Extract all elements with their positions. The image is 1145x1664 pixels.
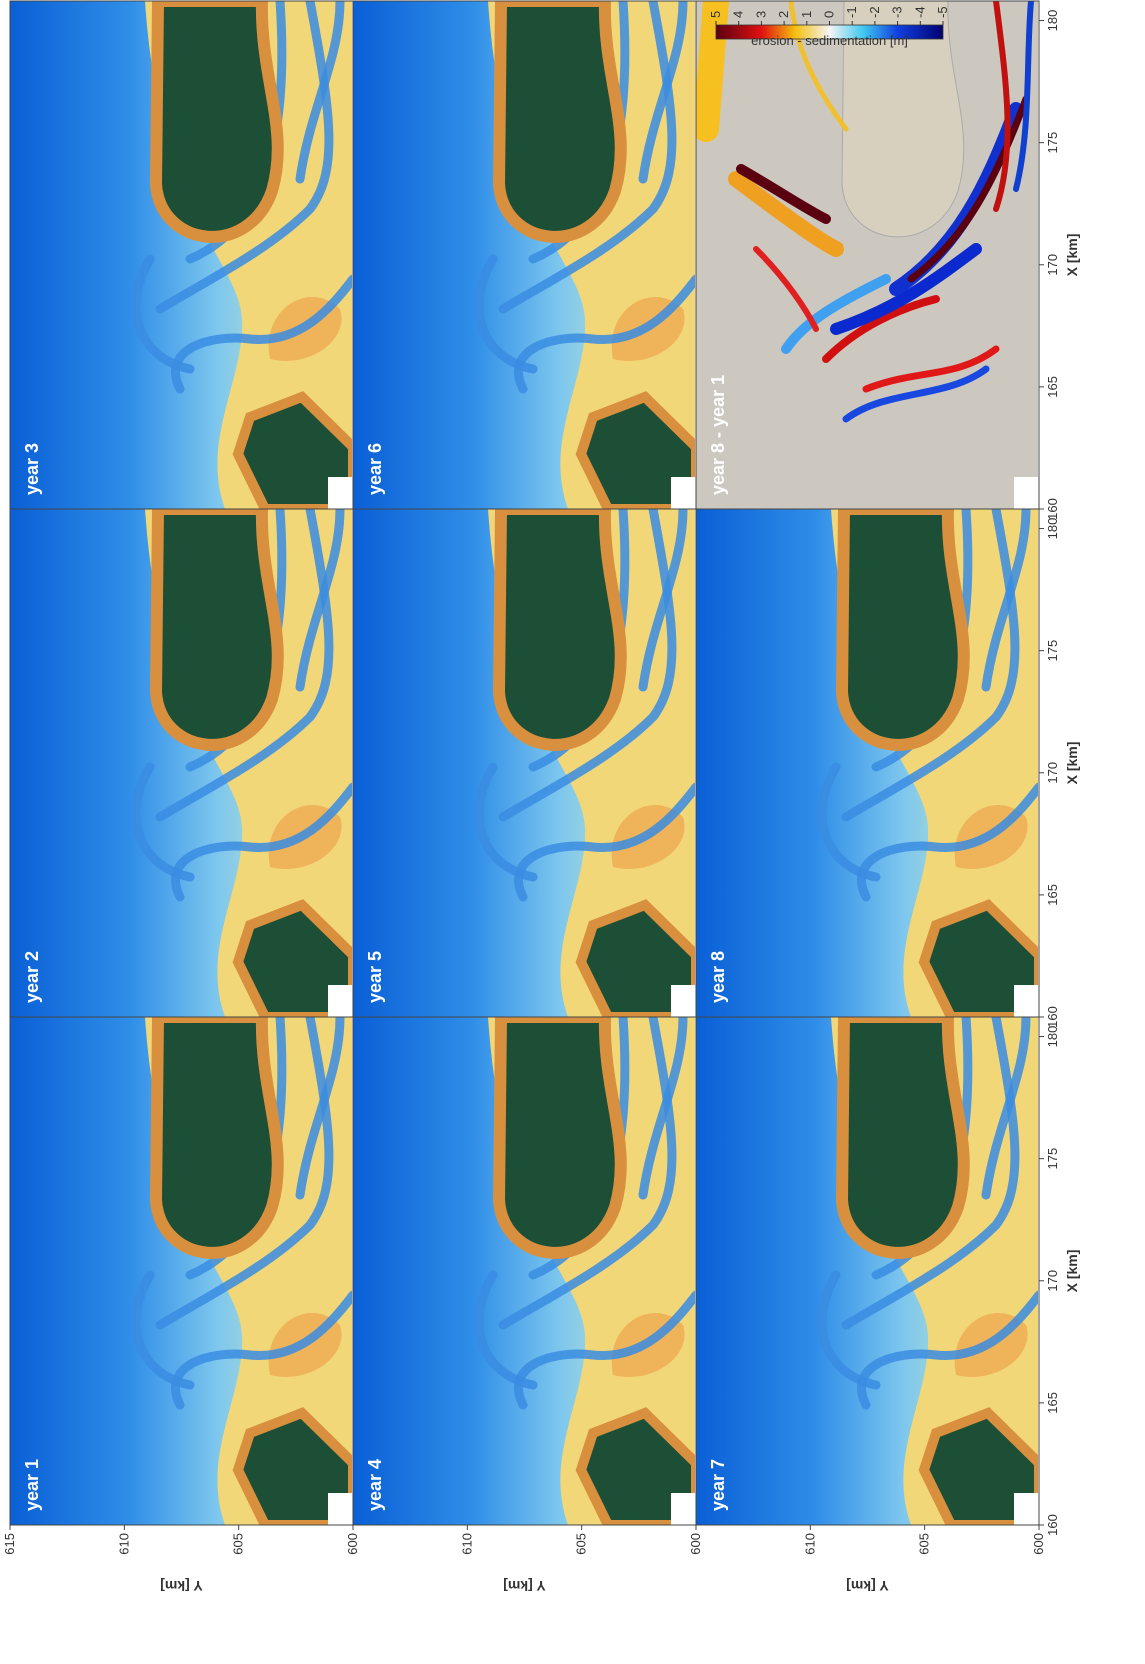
x-tick-label: 175	[1045, 132, 1060, 154]
colorbar-tick-label: 4	[731, 11, 746, 18]
colorbar-tick-label: -2	[867, 6, 882, 18]
x-axis-label: X [km]	[1064, 742, 1080, 785]
y-tick-label: 600	[688, 1533, 703, 1555]
colorbar-tick-label: 3	[753, 11, 768, 18]
x-tick-label: 165	[1045, 884, 1060, 906]
no-data	[671, 477, 696, 509]
no-data	[1014, 477, 1039, 509]
colorbar-tick-label: -3	[890, 6, 905, 18]
map-panel	[353, 1017, 696, 1525]
colorbar-tick-label: -4	[912, 6, 927, 18]
island-east	[499, 1, 621, 237]
map-panel	[353, 1, 696, 509]
y-tick-label: 605	[917, 1533, 932, 1555]
x-tick-label: 180	[1045, 518, 1060, 540]
map-panel	[10, 1, 353, 509]
island-east	[156, 1017, 278, 1253]
x-tick-label: 165	[1045, 376, 1060, 398]
x-tick-label: 160	[1045, 1006, 1060, 1028]
colorbar-tick-label: 0	[822, 11, 837, 18]
x-tick-label: 170	[1045, 254, 1060, 276]
y-tick-label: 605	[574, 1533, 589, 1555]
page: year 1 year 2 year 3 year 4 year 5 year 6 year…	[0, 0, 1145, 1659]
y-axis-label: Y [km]	[503, 1578, 546, 1594]
x-tick-label: 160	[1045, 1514, 1060, 1536]
colorbar-label: erosion - sedimentation [m]	[751, 33, 908, 48]
y-tick-label: 600	[1031, 1533, 1046, 1555]
change-band	[706, 1, 716, 129]
y-tick-label: 610	[116, 1533, 131, 1555]
island-east	[499, 1017, 621, 1253]
no-data	[1014, 1493, 1039, 1525]
no-data	[328, 985, 353, 1017]
island-east	[499, 509, 621, 745]
x-tick-label: 170	[1045, 1270, 1060, 1292]
map-panel	[10, 1017, 353, 1525]
panel-label: year 8 - year 1	[708, 375, 728, 495]
x-tick-label: 170	[1045, 762, 1060, 784]
panel-label: year 6	[365, 443, 385, 495]
map-panel	[10, 509, 353, 1017]
colorbar-tick-label: -1	[844, 6, 859, 18]
island-east	[156, 509, 278, 745]
y-tick-label: 605	[231, 1533, 246, 1555]
x-axis-label: X [km]	[1064, 1250, 1080, 1293]
y-axis-label: Y [km]	[846, 1578, 889, 1594]
x-tick-label: 180	[1045, 10, 1060, 32]
panel-label: year 1	[22, 1459, 42, 1511]
y-tick-label: 610	[802, 1533, 817, 1555]
x-tick-label: 175	[1045, 1148, 1060, 1170]
map-panel	[353, 509, 696, 1017]
colorbar-tick-label: 5	[708, 11, 723, 18]
y-tick-label: 600	[345, 1533, 360, 1555]
no-data	[671, 1493, 696, 1525]
x-axis-label: X [km]	[1064, 234, 1080, 277]
y-tick-label: 615	[2, 1533, 17, 1555]
island-east	[842, 509, 964, 745]
no-data	[328, 477, 353, 509]
colorbar-tick-label: -5	[935, 6, 950, 18]
panel-label: year 4	[365, 1459, 385, 1511]
map-panel	[696, 509, 1039, 1017]
panel-label: year 8	[708, 951, 728, 1003]
map-panel	[696, 1, 1039, 509]
x-tick-label: 180	[1045, 1026, 1060, 1048]
no-data	[328, 1493, 353, 1525]
rotated-figure: year 1 year 2 year 3 year 4 year 5 year 6 year…	[2, 1, 1080, 1594]
panel-label: year 2	[22, 951, 42, 1003]
island-east	[156, 1, 278, 237]
panel-label: year 5	[365, 951, 385, 1003]
no-data	[671, 985, 696, 1017]
y-tick-label: 610	[459, 1533, 474, 1555]
map-panel	[696, 1017, 1039, 1525]
x-tick-label: 160	[1045, 498, 1060, 520]
island-east	[842, 1017, 964, 1253]
y-axis-label: Y [km]	[160, 1578, 203, 1594]
panel-label: year 7	[708, 1459, 728, 1511]
colorbar-tick-label: 2	[776, 11, 791, 18]
x-tick-label: 165	[1045, 1392, 1060, 1414]
panel-label: year 3	[22, 443, 42, 495]
x-tick-label: 175	[1045, 640, 1060, 662]
no-data	[1014, 985, 1039, 1017]
figure: year 1 year 2 year 3 year 4 year 5 year 6 year…	[0, 0, 1145, 1659]
colorbar-tick-label: 1	[799, 11, 814, 18]
